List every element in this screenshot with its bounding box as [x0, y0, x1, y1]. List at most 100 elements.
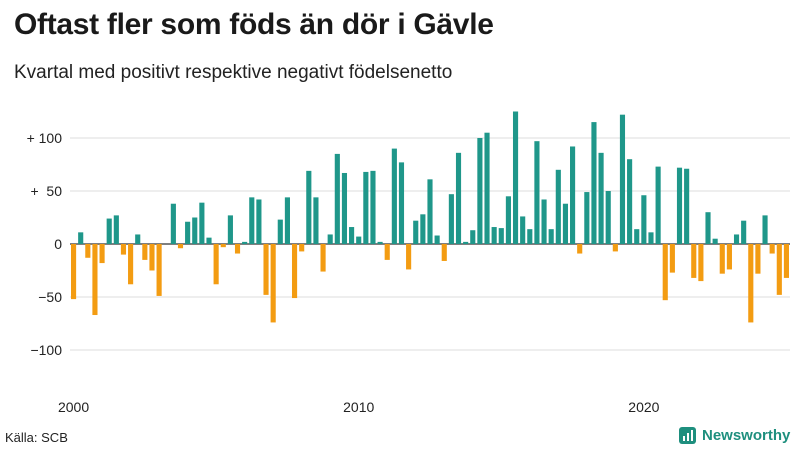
bar: [135, 234, 141, 244]
bar: [177, 244, 184, 249]
bar: [270, 244, 276, 323]
bar: [512, 111, 519, 244]
bar: [370, 170, 376, 244]
bar: [299, 244, 305, 252]
bar: [156, 244, 162, 296]
bar: [341, 172, 348, 244]
bar: [306, 170, 312, 244]
chart-bars: [71, 111, 789, 323]
bar: [548, 229, 554, 244]
bar: [691, 244, 697, 278]
bar: [320, 244, 326, 272]
bar: [256, 199, 262, 244]
bar: [249, 197, 255, 244]
bar: [327, 234, 333, 244]
bar: [627, 159, 633, 244]
bar: [662, 244, 668, 301]
x-axis-labels: 2000 2010 2020: [58, 399, 660, 415]
bar: [78, 232, 84, 244]
bar: [520, 216, 526, 244]
bar: [712, 238, 718, 244]
bar: [113, 215, 119, 244]
bar: [570, 146, 576, 244]
bar: [562, 203, 569, 244]
bar: [406, 244, 412, 270]
newsworthy-logo: Newsworthy: [679, 427, 790, 444]
bar: [505, 196, 511, 244]
bar: [698, 244, 704, 282]
bar: [349, 227, 355, 244]
bar: [92, 244, 98, 316]
bar: [755, 244, 761, 274]
bar: [427, 179, 433, 244]
bar: [534, 141, 540, 244]
bar: [441, 244, 447, 261]
bar: [313, 197, 319, 244]
bar: [398, 162, 405, 244]
bar: [149, 244, 155, 271]
bar: [641, 195, 647, 244]
bar: [99, 244, 105, 264]
bar: [555, 169, 561, 244]
bar: [612, 244, 618, 252]
bar: [234, 244, 241, 254]
bar: [170, 203, 176, 244]
bar: [619, 114, 626, 245]
bar: [719, 244, 725, 274]
bar: [227, 215, 233, 244]
brand-name: Newsworthy: [702, 427, 791, 444]
bar: [477, 138, 483, 244]
bar: [634, 229, 640, 244]
bar: [420, 214, 426, 244]
y-tick-label: −100: [30, 342, 62, 358]
y-tick-label: + 50: [30, 183, 62, 199]
bar: [605, 191, 611, 244]
bar: [541, 199, 547, 244]
bar: [185, 221, 191, 244]
bar: [106, 218, 112, 244]
bar: [199, 202, 205, 244]
bar: [363, 171, 369, 244]
bar: [776, 244, 782, 295]
bar: [484, 132, 490, 244]
bar: [463, 241, 469, 244]
bar: [591, 122, 597, 244]
x-tick-label: 2000: [58, 399, 89, 415]
bar: [334, 153, 340, 244]
bar: [648, 232, 654, 244]
bar: [676, 167, 683, 244]
bar: [434, 235, 440, 244]
bar: [598, 152, 604, 244]
bar: [391, 148, 397, 244]
bar: [498, 228, 504, 244]
bar: [762, 215, 768, 244]
bar: [120, 244, 127, 255]
bar: [356, 236, 362, 244]
bar: [220, 244, 226, 248]
bar: [192, 217, 198, 244]
x-tick-label: 2020: [628, 399, 659, 415]
bar: [669, 244, 675, 273]
bar: [284, 197, 290, 244]
bar: [377, 241, 383, 244]
x-tick-label: 2010: [343, 399, 374, 415]
bar: [71, 244, 77, 300]
bar: [584, 192, 590, 244]
bar: [470, 230, 476, 244]
chart-subtitle: Kvartal med positivt respektive negativt…: [14, 62, 453, 83]
bar: [769, 244, 775, 254]
y-axis-labels: + 100 + 50 0 −50 −100: [27, 130, 63, 358]
bar: [213, 244, 219, 285]
y-tick-label: 0: [54, 236, 62, 252]
source-label: Källa: SCB: [5, 430, 68, 445]
bar: [448, 194, 454, 244]
bar: [128, 244, 134, 285]
bar: [577, 244, 583, 254]
bar: [726, 244, 732, 270]
bar: [741, 220, 747, 244]
bar: [206, 237, 212, 244]
chart-title: Oftast fler som föds än dör i Gävle: [14, 8, 494, 41]
bar-chart: + 100 + 50 0 −50 −100 2000 2010 2020: [27, 111, 790, 415]
y-tick-label: −50: [38, 289, 62, 305]
bar: [684, 168, 690, 244]
